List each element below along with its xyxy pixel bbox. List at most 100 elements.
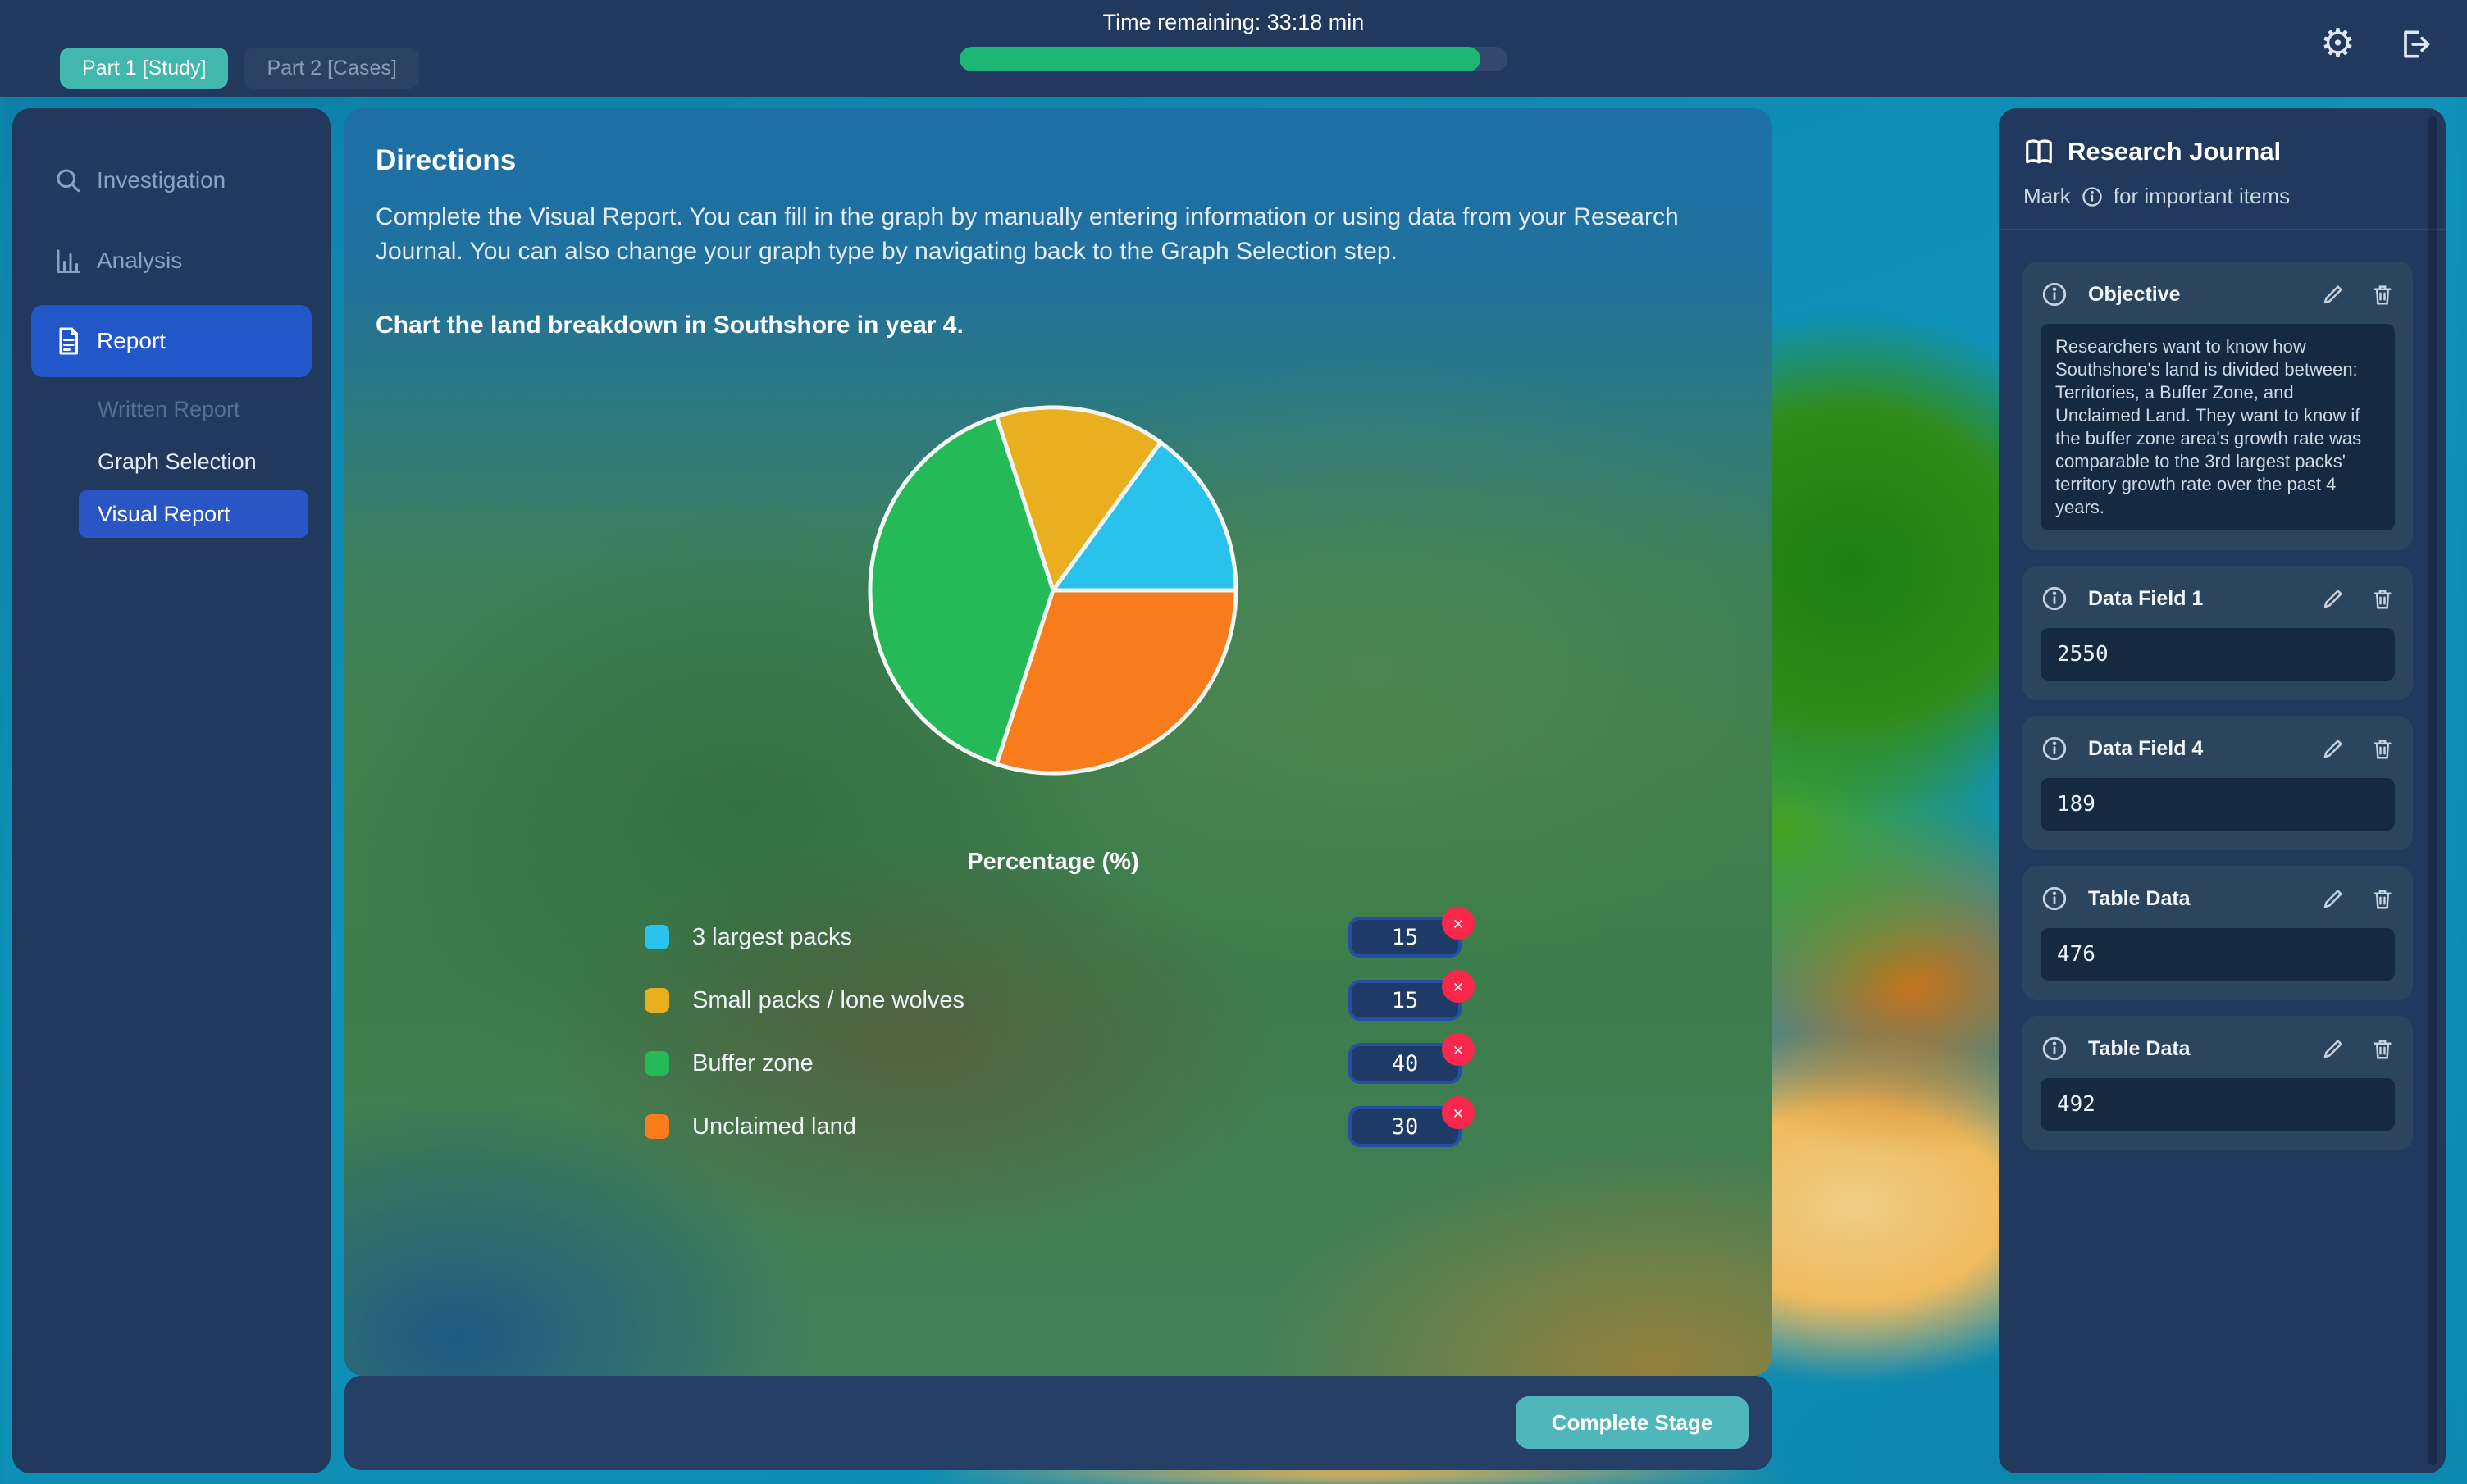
search-icon	[57, 169, 80, 193]
pie-slice	[994, 588, 1238, 776]
journal-card-data-field-1: Data Field 1 2550	[2022, 566, 2413, 700]
legend-swatch	[645, 1051, 669, 1076]
delete-value-icon[interactable]: ✕	[1442, 1096, 1475, 1129]
complete-stage-button[interactable]: Complete Stage	[1516, 1396, 1749, 1449]
directions-heading: Directions	[376, 144, 517, 176]
info-icon[interactable]	[2041, 885, 2068, 913]
legend-label: Buffer zone	[692, 1049, 814, 1077]
pie-slice	[1051, 440, 1238, 593]
edit-pencil-icon[interactable]	[2321, 886, 2346, 911]
research-journal-panel: Research Journal Mark for important item…	[1999, 108, 2446, 1473]
trash-icon[interactable]	[2370, 1036, 2395, 1061]
value-input-buffer-zone[interactable]: 40 ✕	[1348, 1033, 1475, 1084]
journal-subtitle-suffix: for important items	[2113, 184, 2291, 208]
card-title: Data Field 4	[2088, 736, 2204, 760]
time-remaining-block: Time remaining: 33:18 min	[960, 10, 1507, 71]
time-remaining-label: Time remaining: 33:18 min	[1102, 10, 1365, 34]
journal-card-table-data-2: Table Data 492	[2022, 1016, 2413, 1150]
trash-icon[interactable]	[2370, 886, 2395, 911]
card-value-text: Researchers want to know how Southshore'…	[2041, 324, 2395, 530]
legend-swatch	[645, 1114, 669, 1139]
sidebar-subitem-visual-report[interactable]: Visual Report	[79, 490, 308, 538]
legend-label: Unclaimed land	[692, 1113, 856, 1140]
visual-report-panel: Directions Complete the Visual Report. Y…	[344, 108, 1772, 1376]
value-input-small-packs[interactable]: 15 ✕	[1348, 970, 1475, 1021]
legend-label: Small packs / lone wolves	[692, 986, 965, 1013]
part-tabs: Part 1 [Study] Part 2 [Cases]	[60, 48, 419, 89]
legend-row: 3 largest packs 15 ✕	[645, 907, 1475, 958]
tab-part-1-study[interactable]: Part 1 [Study]	[60, 48, 229, 89]
trash-icon[interactable]	[2370, 586, 2395, 611]
tab-part-2-cases[interactable]: Part 2 [Cases]	[244, 48, 419, 89]
edit-pencil-icon[interactable]	[2321, 282, 2346, 307]
value-text: 15	[1391, 924, 1419, 950]
stage-sidebar: Investigation Analysis Report Written Re…	[12, 108, 331, 1473]
info-icon[interactable]	[2041, 1035, 2068, 1063]
value-text: 40	[1391, 1050, 1419, 1077]
legend-swatch	[645, 925, 669, 949]
info-icon	[2082, 186, 2102, 207]
card-value: 476	[2041, 928, 2395, 981]
journal-title: Research Journal	[2068, 137, 2282, 166]
card-value: 189	[2041, 778, 2395, 831]
journal-scrollbar[interactable]	[2428, 116, 2437, 1465]
top-bar: Part 1 [Study] Part 2 [Cases] Time remai…	[0, 0, 2467, 97]
legend-row: Unclaimed land 30 ✕	[645, 1096, 1475, 1147]
card-value: 492	[2041, 1078, 2395, 1131]
time-progress-bar	[960, 47, 1507, 71]
pie-slice	[994, 405, 1163, 593]
sidebar-subitem-graph-selection[interactable]: Graph Selection	[98, 448, 257, 474]
sidebar-item-label: Investigation	[97, 167, 226, 193]
value-input-unclaimed-land[interactable]: 30 ✕	[1348, 1096, 1475, 1147]
info-icon[interactable]	[2041, 585, 2068, 612]
top-bar-icons: ⚙	[2320, 25, 2433, 64]
pie-slice	[868, 414, 1056, 767]
value-text: 30	[1391, 1113, 1419, 1140]
directions-text: Complete the Visual Report. You can fill…	[376, 203, 1679, 265]
info-icon[interactable]	[2041, 735, 2068, 762]
settings-gear-icon[interactable]: ⚙	[2319, 22, 2355, 66]
legend-row: Small packs / lone wolves 15 ✕	[645, 970, 1475, 1021]
stage-footer: Complete Stage	[344, 1376, 1772, 1470]
document-icon	[59, 327, 78, 355]
sidebar-item-analysis[interactable]: Analysis	[31, 225, 312, 297]
card-title: Data Field 1	[2088, 586, 2204, 610]
trash-icon[interactable]	[2370, 282, 2395, 307]
chart-legend: 3 largest packs 15 ✕ Small packs / lone …	[645, 907, 1475, 1147]
legend-row: Buffer zone 40 ✕	[645, 1033, 1475, 1084]
journal-card-data-field-4: Data Field 4 189	[2022, 716, 2413, 850]
info-icon[interactable]	[2041, 280, 2068, 308]
sidebar-item-report[interactable]: Report	[31, 305, 312, 377]
legend-swatch	[645, 988, 669, 1013]
time-progress-fill	[960, 47, 1480, 71]
book-icon	[2026, 139, 2052, 164]
sidebar-subitem-written-report: Written Report	[98, 396, 240, 421]
edit-pencil-icon[interactable]	[2321, 1036, 2346, 1061]
journal-divider	[1999, 229, 2446, 230]
edit-pencil-icon[interactable]	[2321, 736, 2346, 761]
journal-card-objective: Objective Researchers want to know how S…	[2022, 262, 2413, 550]
value-input-3-largest-packs[interactable]: 15 ✕	[1348, 907, 1475, 958]
delete-value-icon[interactable]: ✕	[1442, 1033, 1475, 1066]
value-text: 15	[1391, 987, 1419, 1013]
pie-chart[interactable]	[864, 402, 1242, 779]
logout-icon[interactable]	[2396, 26, 2433, 62]
delete-value-icon[interactable]: ✕	[1442, 970, 1475, 1003]
task-prompt: Chart the land breakdown in Southshore i…	[376, 312, 964, 339]
card-value: 2550	[2041, 628, 2395, 681]
bar-chart-icon	[57, 249, 80, 273]
edit-pencil-icon[interactable]	[2321, 586, 2346, 611]
chart-title: Percentage (%)	[967, 849, 1139, 875]
journal-subtitle-prefix: Mark	[2023, 184, 2071, 208]
card-title: Table Data	[2088, 1036, 2191, 1060]
journal-header: Research Journal Mark for important item…	[1999, 108, 2446, 209]
delete-value-icon[interactable]: ✕	[1442, 907, 1475, 940]
sidebar-item-investigation[interactable]: Investigation	[31, 144, 312, 216]
sidebar-item-label: Analysis	[97, 248, 183, 273]
sidebar-item-label: Report	[97, 328, 166, 353]
journal-card-table-data-1: Table Data 476	[2022, 866, 2413, 1000]
card-title: Table Data	[2088, 886, 2191, 910]
legend-label: 3 largest packs	[692, 923, 853, 950]
journal-cards: Objective Researchers want to know how S…	[1999, 230, 2446, 1150]
trash-icon[interactable]	[2370, 736, 2395, 761]
